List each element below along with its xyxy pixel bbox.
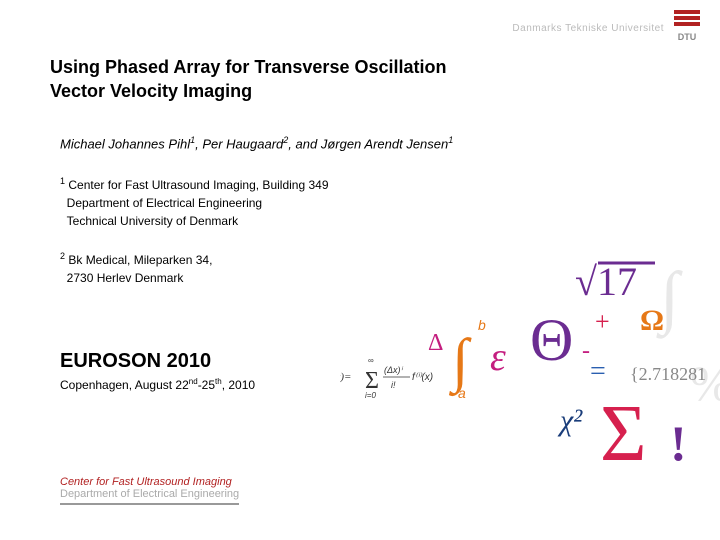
svg-text:Ω: Ω [640,304,664,337]
svg-text:√17: √17 [575,259,637,304]
svg-text:f(x+Δx)=: f(x+Δx)= [340,371,351,383]
conference-date: Copenhagen, August 22nd-25th, 2010 [60,377,255,392]
affiliation-2: 2 Bk Medical, Mileparken 34, 2730 Herlev… [60,250,212,287]
svg-text:∞: ∞ [368,356,374,365]
svg-text:ε: ε [490,334,506,379]
svg-text:+: + [595,307,610,336]
university-name: Danmarks Tekniske Universitet [512,23,664,34]
math-decoration-icon: ∫ % √17 Ω + Θ ε ∫ b a Δ f(x+Δx)= Σ ∞ i=0… [340,250,720,480]
svg-text:%: % [690,355,720,411]
svg-text:!: ! [670,415,687,471]
svg-text:a: a [458,385,466,401]
svg-text:-: - [582,338,590,364]
svg-text:{2.718281: {2.718281 [630,364,706,384]
svg-text:Σ: Σ [365,368,379,394]
svg-text:i!: i! [391,380,396,390]
svg-text:Δ: Δ [428,330,443,356]
footer: Center for Fast Ultrasound Imaging Depar… [60,476,239,505]
author-2: Per Haugaard [202,136,283,151]
authors: Michael Johannes Pihl1, Per Haugaard2, a… [60,135,453,151]
footer-center: Center for Fast Ultrasound Imaging [60,476,239,488]
header: Danmarks Tekniske Universitet DTU [512,10,700,46]
svg-text:∫: ∫ [656,259,683,339]
conference-block: EUROSON 2010 Copenhagen, August 22nd-25t… [60,350,255,392]
svg-text:∫: ∫ [449,327,472,397]
svg-text:i=0: i=0 [365,391,376,400]
conference-name: EUROSON 2010 [60,350,255,373]
svg-text:DTU: DTU [678,32,697,42]
svg-text:(Δx)ⁱ: (Δx)ⁱ [384,365,404,375]
svg-text:=: = [590,356,606,387]
footer-dept: Department of Electrical Engineering [60,488,239,500]
svg-text:χ²: χ² [557,404,583,437]
author-3-sup: 1 [448,135,453,145]
dtu-logo-icon: DTU [674,10,700,46]
slide-title: Using Phased Array for Transverse Oscill… [50,55,610,104]
author-3: Jørgen Arendt Jensen [321,136,448,151]
svg-text:Θ: Θ [530,307,573,373]
svg-text:Σ: Σ [600,390,647,478]
svg-text:f⁽ⁱ⁾(x): f⁽ⁱ⁾(x) [412,372,433,383]
svg-text:b: b [478,317,486,333]
affiliation-1: 1 Center for Fast Ultrasound Imaging, Bu… [60,175,329,230]
title-line2: Vector Velocity Imaging [50,81,252,101]
title-line1: Using Phased Array for Transverse Oscill… [50,57,446,77]
author-1: Michael Johannes Pihl [60,136,190,151]
